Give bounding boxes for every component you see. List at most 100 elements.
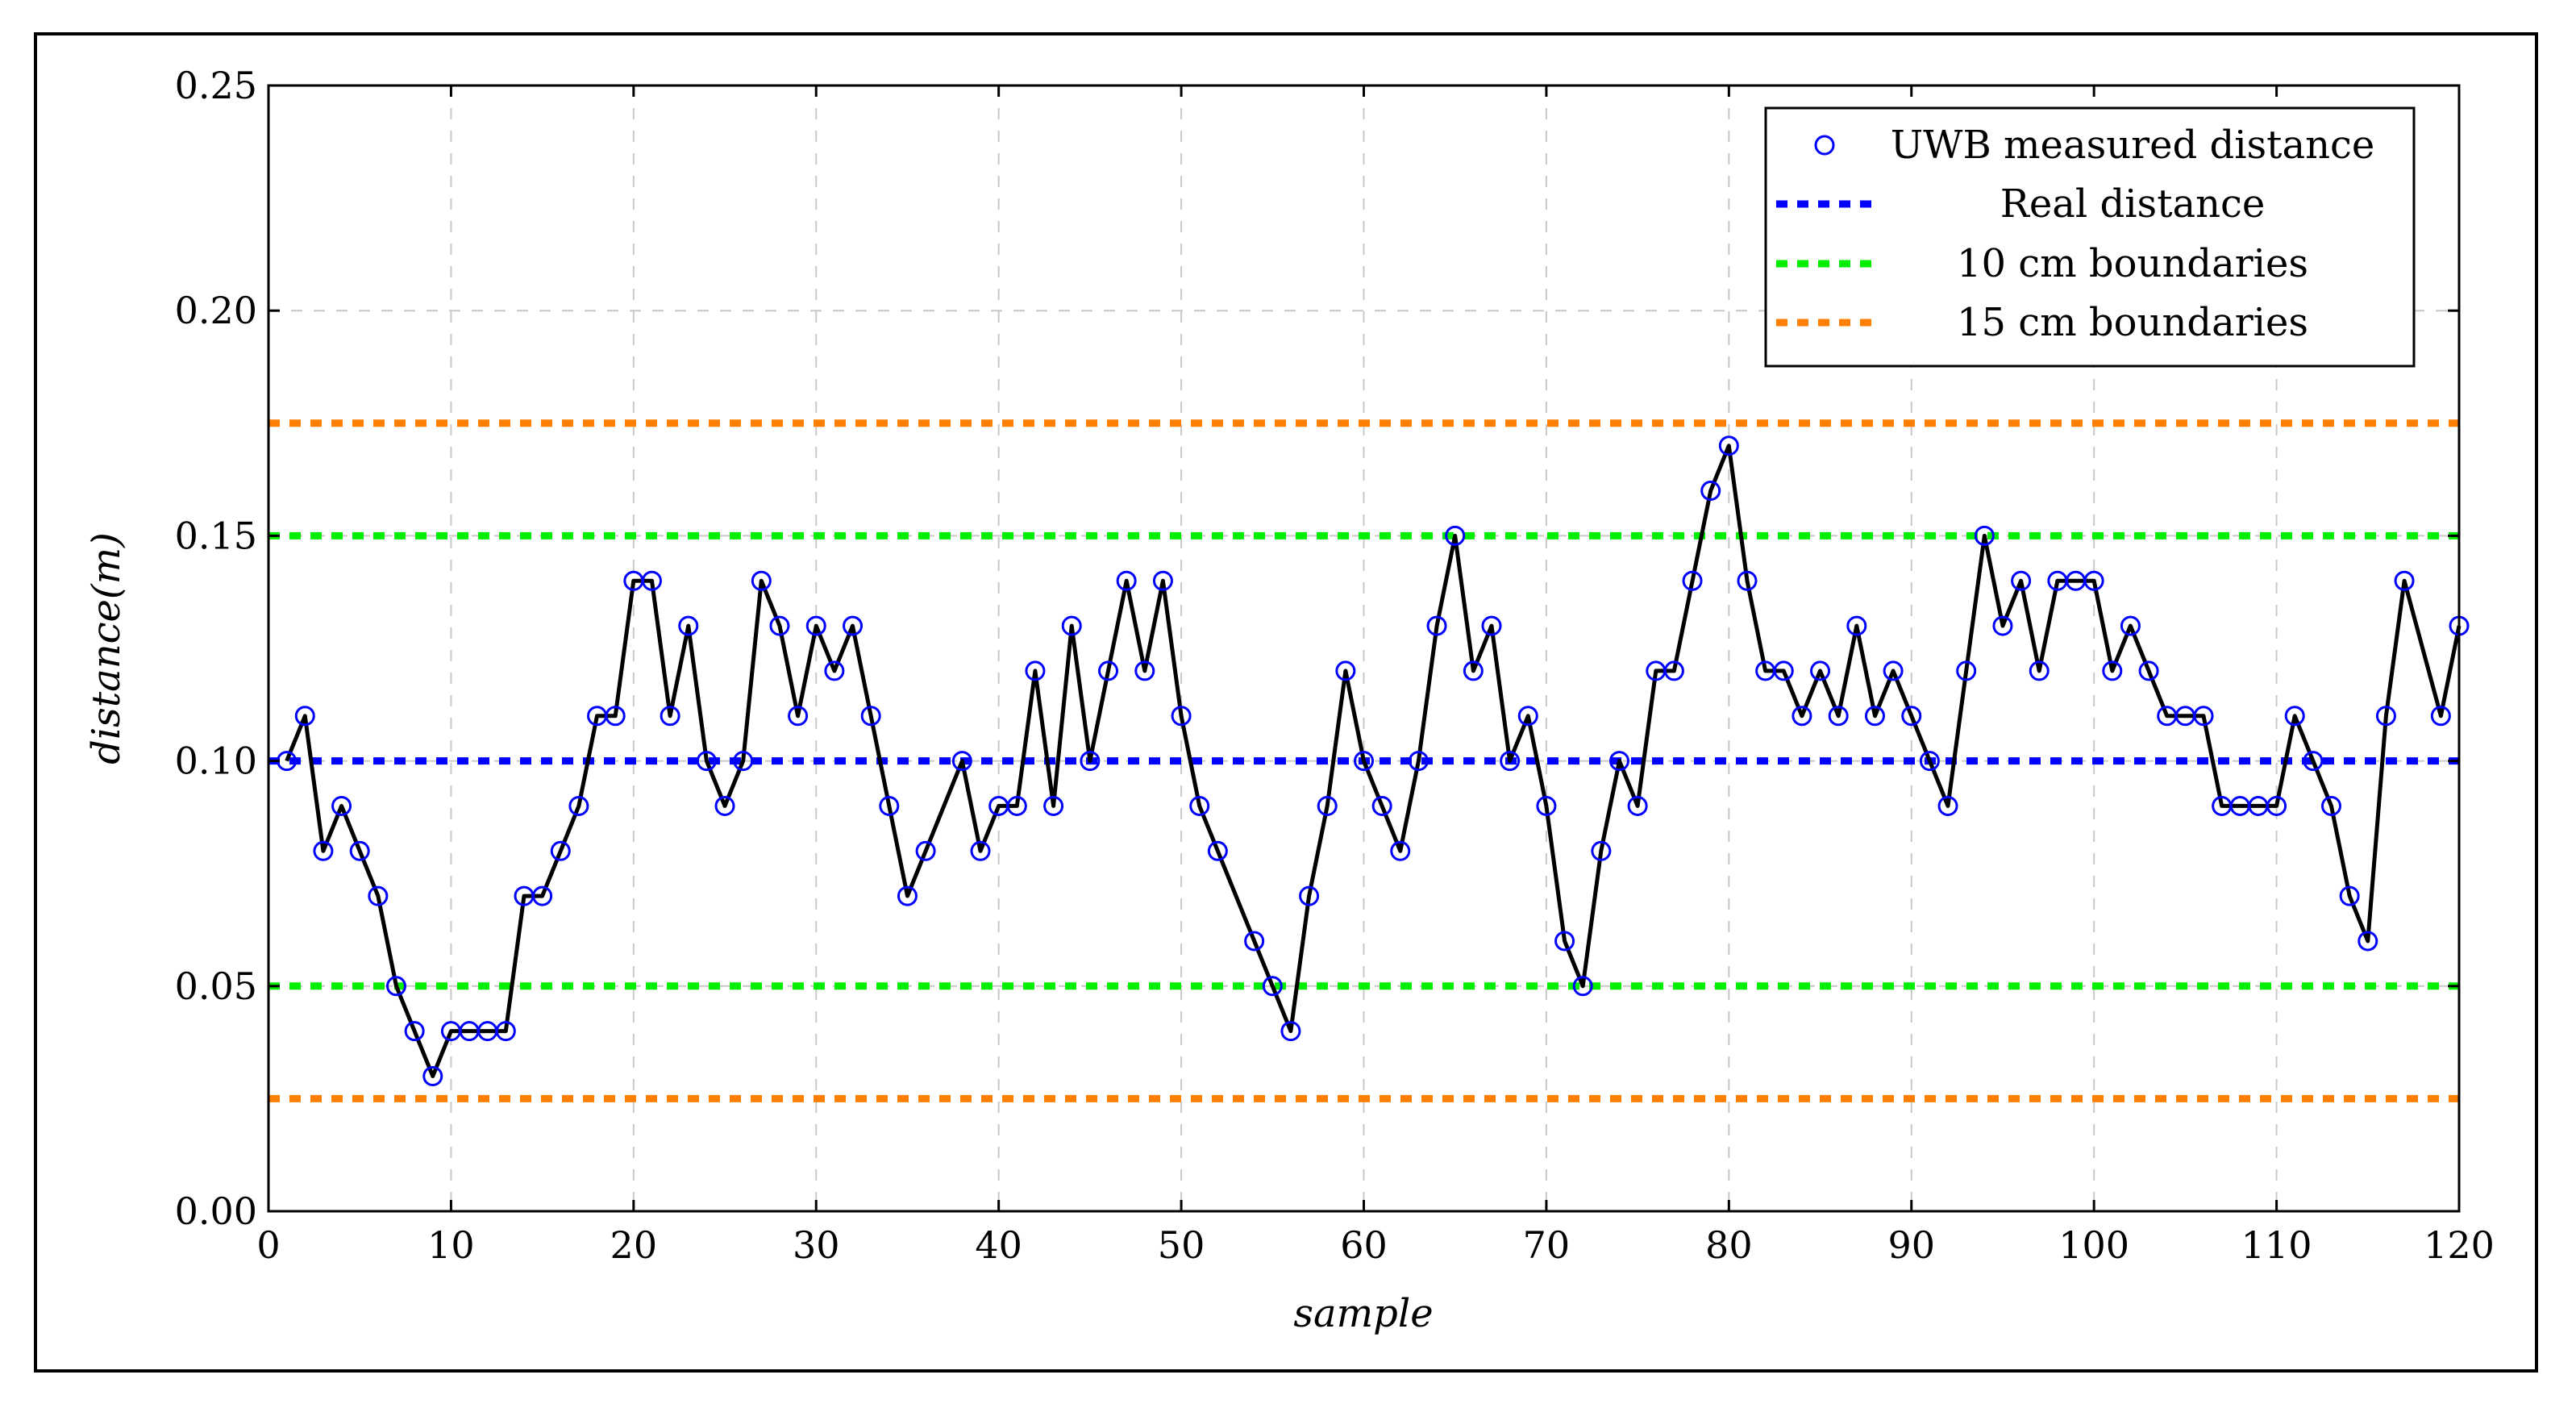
data-point: [1390, 840, 1411, 861]
data-point: [1810, 660, 1831, 681]
data-point: [2358, 931, 2378, 952]
x-tick-label: 10: [427, 1223, 475, 1267]
data-point: [2284, 706, 2305, 727]
data-point: [1134, 660, 1155, 681]
data-point: [1080, 751, 1101, 772]
data-point: [1608, 751, 1629, 772]
legend-label: Real distance: [2000, 181, 2266, 227]
data-point: [1317, 795, 1338, 816]
data-point: [2339, 885, 2360, 906]
data-point: [1098, 660, 1119, 681]
data-point: [1463, 660, 1484, 681]
x-tick-label: 120: [2424, 1223, 2495, 1267]
data-point: [769, 615, 790, 636]
data-point: [1554, 931, 1575, 952]
data-point: [1189, 795, 1210, 816]
legend-label: UWB measured distance: [1891, 123, 2375, 168]
data-point: [879, 795, 900, 816]
data-point: [1956, 660, 1977, 681]
data-point: [788, 706, 809, 727]
y-tick-label: 0.25: [175, 64, 257, 107]
data-point: [970, 840, 991, 861]
data-point: [1700, 481, 1721, 502]
data-point: [843, 615, 864, 636]
data-point: [1171, 706, 1192, 727]
data-point: [2266, 795, 2287, 816]
data-point: [824, 660, 845, 681]
data-point: [568, 795, 589, 816]
data-point: [1335, 660, 1356, 681]
x-tick-label: 50: [1158, 1223, 1205, 1267]
y-tick-label: 0.00: [175, 1189, 257, 1233]
x-tick-label: 100: [2058, 1223, 2129, 1267]
data-point: [1773, 660, 1794, 681]
data-point: [1828, 706, 1849, 727]
data-point: [1883, 660, 1904, 681]
y-axis-label: distance(m): [84, 532, 129, 764]
x-tick-label: 90: [1887, 1223, 1935, 1267]
data-point: [2011, 570, 2032, 591]
data-point: [678, 615, 699, 636]
data-point: [2303, 751, 2324, 772]
data-point: [1864, 706, 1885, 727]
data-point: [1408, 751, 1429, 772]
data-point: [951, 751, 972, 772]
reference-lines: [268, 419, 2459, 1102]
data-point: [1517, 706, 1538, 727]
data-point: [2193, 706, 2214, 727]
data-point: [1354, 751, 1374, 772]
legend: UWB measured distance Real distance 10 cm …: [1764, 106, 2416, 368]
legend-label: 15 cm boundaries: [1957, 300, 2308, 345]
data-point: [349, 840, 370, 861]
data-point: [2102, 660, 2123, 681]
data-point: [404, 1021, 425, 1042]
data-point: [641, 570, 662, 591]
data-point: [532, 885, 553, 906]
axis-ticks: 0 10 20 30 40 50 60 70 80 90 100 110 120 0.00 0.05 0.10…: [175, 64, 2495, 1267]
y-tick-label: 0.15: [175, 514, 257, 557]
x-tick-label: 80: [1705, 1223, 1753, 1267]
data-point: [1572, 976, 1593, 997]
legend-label: 10 cm boundaries: [1957, 241, 2308, 286]
data-point: [331, 795, 352, 816]
data-point: [1371, 795, 1392, 816]
data-point: [660, 706, 680, 727]
data-point: [696, 751, 717, 772]
data-point: [1445, 525, 1466, 546]
data-point: [1937, 795, 1958, 816]
data-point: [550, 840, 571, 861]
data-point: [1591, 840, 1612, 861]
data-point: [2029, 660, 2050, 681]
x-tick-label: 40: [975, 1223, 1022, 1267]
data-point: [1718, 435, 1739, 456]
data-point: [1262, 976, 1283, 997]
data-point: [1846, 615, 1867, 636]
data-point: [385, 976, 406, 997]
data-point: [860, 706, 881, 727]
data-point: [751, 570, 772, 591]
data-point: [2138, 660, 2159, 681]
data-point: [422, 1065, 443, 1086]
data-point: [1992, 615, 2013, 636]
data-point: [605, 706, 626, 727]
figure-frame: [34, 32, 2538, 1373]
data-point: [1244, 931, 1265, 952]
y-tick-label: 0.05: [175, 964, 257, 1008]
data-point: [2321, 795, 2342, 816]
data-point: [1299, 885, 1320, 906]
data-point: [915, 840, 936, 861]
y-tick-label: 0.10: [175, 739, 257, 783]
data-point: [1280, 1021, 1301, 1042]
data-point: [1663, 660, 1684, 681]
measured-distance-line: [285, 444, 2462, 1078]
data-point: [1627, 795, 1648, 816]
data-point: [1426, 615, 1447, 636]
x-axis-label: sample: [1293, 1291, 1433, 1336]
data-point: [495, 1021, 516, 1042]
legend-marker: [1814, 135, 1835, 156]
data-point: [1481, 615, 1502, 636]
data-point: [2083, 570, 2104, 591]
data-point: [1043, 795, 1064, 816]
data-point: [2375, 706, 2396, 727]
